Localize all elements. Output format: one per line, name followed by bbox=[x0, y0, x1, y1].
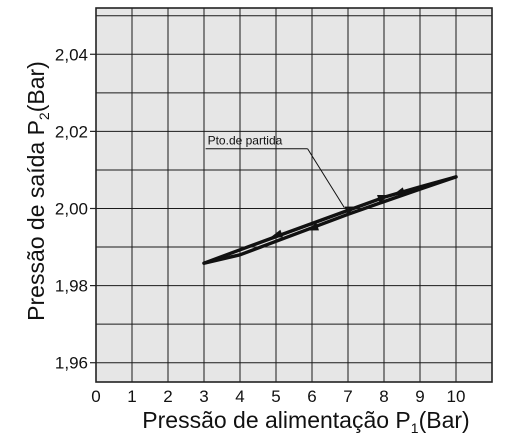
series-line-2 bbox=[202, 175, 458, 265]
y-axis-ticks: 1,96 1,98 2,00 2,02 2,04 bbox=[55, 45, 96, 373]
y-axis-title-main: Pressão de saída P bbox=[23, 120, 49, 321]
y-axis-title-unit: (Bar) bbox=[23, 61, 49, 112]
x-tick-label: 4 bbox=[235, 387, 244, 406]
direction-arrow bbox=[377, 194, 390, 203]
y-axis-title: Pressão de saída P2(Bar) bbox=[23, 61, 52, 321]
x-axis-title-subscript: 1 bbox=[411, 420, 419, 436]
annotation-leader-line bbox=[307, 148, 345, 208]
direction-arrow bbox=[392, 187, 406, 196]
x-tick-label: 1 bbox=[127, 387, 136, 406]
y-tick-label: 1,98 bbox=[55, 277, 88, 296]
series-group bbox=[202, 175, 458, 265]
series-line-1 bbox=[202, 175, 458, 265]
x-tick-label: 8 bbox=[379, 387, 388, 406]
y-tick-label: 1,96 bbox=[55, 354, 88, 373]
x-tick-label: 7 bbox=[343, 387, 352, 406]
direction-arrows bbox=[270, 187, 406, 238]
direction-arrow bbox=[344, 206, 358, 215]
annotation-label: Pto.de partida bbox=[208, 134, 283, 148]
x-tick-label: 3 bbox=[199, 387, 208, 406]
y-axis-title-subscript: 2 bbox=[36, 112, 52, 120]
y-tick-label: 2,04 bbox=[55, 45, 88, 64]
x-tick-label: 0 bbox=[91, 387, 100, 406]
annotation: Pto.de partida bbox=[205, 134, 345, 208]
x-axis-title-unit: (Bar) bbox=[419, 407, 470, 433]
x-tick-label: 9 bbox=[415, 387, 424, 406]
y-tick-label: 2,00 bbox=[55, 199, 88, 218]
x-axis-title: Pressão de alimentação P1(Bar) bbox=[142, 407, 469, 436]
x-axis-ticks: 0 1 2 3 4 5 6 7 8 9 10 bbox=[91, 387, 465, 406]
x-tick-label: 6 bbox=[307, 387, 316, 406]
direction-arrow bbox=[306, 222, 319, 231]
plot-background bbox=[96, 8, 492, 382]
direction-arrow bbox=[270, 229, 283, 238]
x-tick-label: 2 bbox=[163, 387, 172, 406]
plot-frame bbox=[95, 7, 493, 383]
y-tick-label: 2,02 bbox=[55, 122, 88, 141]
x-tick-label: 10 bbox=[447, 387, 466, 406]
x-axis-title-main: Pressão de alimentação P bbox=[142, 407, 411, 433]
x-tick-label: 5 bbox=[271, 387, 280, 406]
